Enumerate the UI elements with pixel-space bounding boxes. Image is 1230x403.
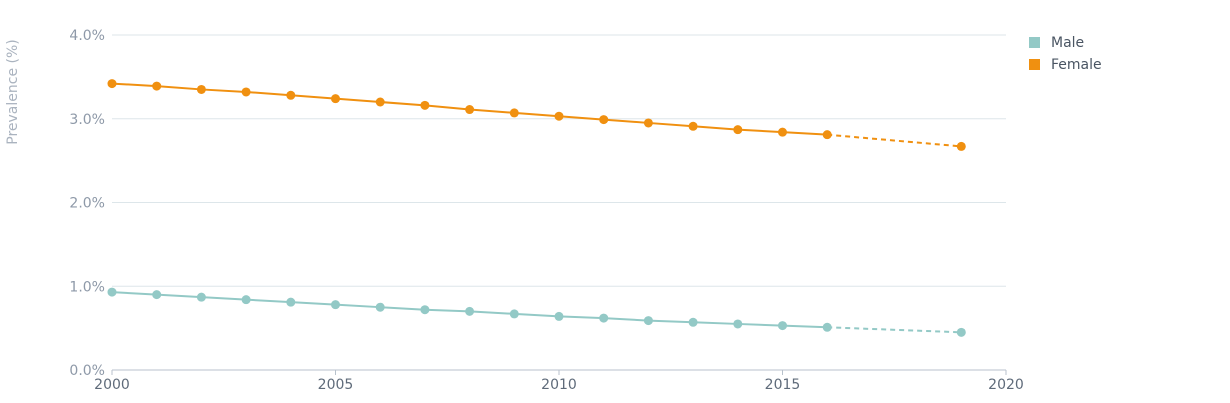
y-tick-label: 1.0%	[69, 279, 105, 295]
data-point-female[interactable]	[822, 130, 832, 140]
y-axis: 0.0% 1.0% 2.0% 3.0% 4.0%	[69, 28, 105, 379]
data-point-female[interactable]	[152, 81, 162, 91]
data-point-male[interactable]	[599, 313, 609, 323]
data-point-female[interactable]	[465, 105, 475, 115]
data-point-male[interactable]	[465, 306, 475, 316]
projection-line-female	[827, 133, 962, 148]
grid-lines	[112, 34, 1006, 371]
data-point-male[interactable]	[420, 305, 430, 315]
data-point-female[interactable]	[688, 121, 698, 131]
legend-item-male[interactable]: Male	[1029, 35, 1084, 51]
x-tick-label: 2000	[94, 377, 130, 393]
data-point-female[interactable]	[420, 100, 430, 110]
x-tick-label: 2010	[541, 377, 577, 393]
x-tick-label: 2020	[988, 377, 1024, 393]
data-point-male[interactable]	[643, 316, 653, 326]
data-point-female[interactable]	[241, 87, 251, 97]
projection-point-male[interactable]	[956, 327, 966, 337]
data-point-male[interactable]	[241, 295, 251, 305]
data-point-female[interactable]	[375, 97, 385, 107]
data-point-female[interactable]	[509, 108, 519, 118]
data-point-male[interactable]	[509, 309, 519, 319]
series-lines	[107, 79, 966, 337]
data-point-female[interactable]	[643, 118, 653, 128]
data-point-female[interactable]	[778, 127, 787, 137]
data-point-female[interactable]	[196, 84, 206, 94]
data-point-female[interactable]	[331, 94, 340, 104]
projection-line-male	[827, 326, 962, 334]
legend-label: Male	[1051, 35, 1084, 51]
legend: Male Female	[1029, 35, 1102, 73]
y-tick-label: 4.0%	[69, 28, 105, 44]
data-point-male[interactable]	[375, 302, 385, 312]
legend-swatch	[1029, 59, 1040, 70]
legend-swatch	[1029, 37, 1040, 48]
data-point-male[interactable]	[688, 317, 698, 327]
data-point-male[interactable]	[822, 322, 832, 332]
series-male	[107, 287, 966, 337]
data-point-male[interactable]	[286, 297, 296, 307]
legend-label: Female	[1051, 57, 1102, 73]
projection-point-female[interactable]	[956, 141, 966, 151]
y-tick-label: 2.0%	[69, 196, 105, 212]
data-point-female[interactable]	[733, 125, 743, 135]
data-point-male[interactable]	[196, 292, 206, 302]
y-axis-title: Prevalence (%)	[5, 39, 21, 145]
x-tick-label: 2005	[318, 377, 354, 393]
y-tick-label: 0.0%	[69, 363, 105, 379]
data-point-female[interactable]	[107, 79, 117, 89]
y-tick-label: 3.0%	[69, 112, 105, 128]
data-point-male[interactable]	[778, 321, 787, 331]
series-female	[107, 79, 966, 151]
data-point-female[interactable]	[599, 115, 609, 125]
x-axis: 2000 2005 2010 2015 2020	[94, 370, 1024, 393]
x-tick-label: 2015	[765, 377, 801, 393]
data-point-male[interactable]	[152, 290, 162, 300]
legend-item-female[interactable]: Female	[1029, 57, 1102, 73]
data-point-male[interactable]	[733, 319, 743, 329]
data-point-male[interactable]	[107, 287, 117, 297]
data-point-male[interactable]	[331, 300, 340, 310]
data-point-female[interactable]	[554, 111, 564, 121]
data-point-female[interactable]	[286, 90, 296, 100]
data-point-male[interactable]	[554, 311, 564, 321]
